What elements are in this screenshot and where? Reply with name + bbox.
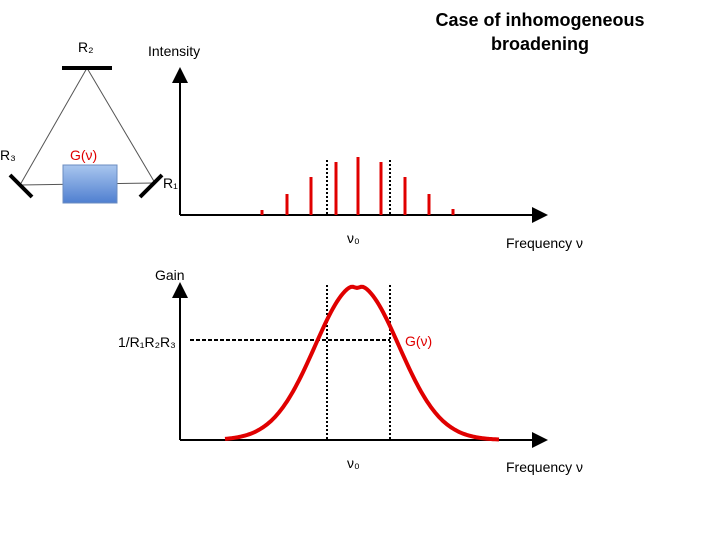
gain-curve [224,284,500,442]
gain-medium [62,164,118,204]
spectrum-plot: Intensity ν₀ Frequency ν [148,43,583,251]
mirror-label: R₃ [0,147,16,163]
axis-label: Frequency ν [506,459,583,475]
title-line: Case of inhomogeneous [435,10,644,30]
axis-label: Gain [155,267,185,283]
mirror-label: R₂ [78,39,94,55]
center-label: ν₀ [347,455,360,471]
laser-cavity: R₂ R₃ R₁ G(ν) [0,39,178,204]
mirror [8,173,34,199]
gain-plot: Gain 1/R₁R₂R₃ G(ν) ν₀ Frequency ν [118,267,583,475]
threshold-label: 1/R₁R₂R₃ [118,334,176,350]
mirror-label: R₁ [163,175,178,191]
mirror [138,173,164,199]
modes [260,157,455,215]
axis-label: Intensity [148,43,200,59]
medium-label: G(ν) [70,147,97,163]
center-label: ν₀ [347,230,360,246]
curve-label: G(ν) [405,333,432,349]
axis-label: Frequency ν [506,235,583,251]
title-line: broadening [491,34,589,54]
